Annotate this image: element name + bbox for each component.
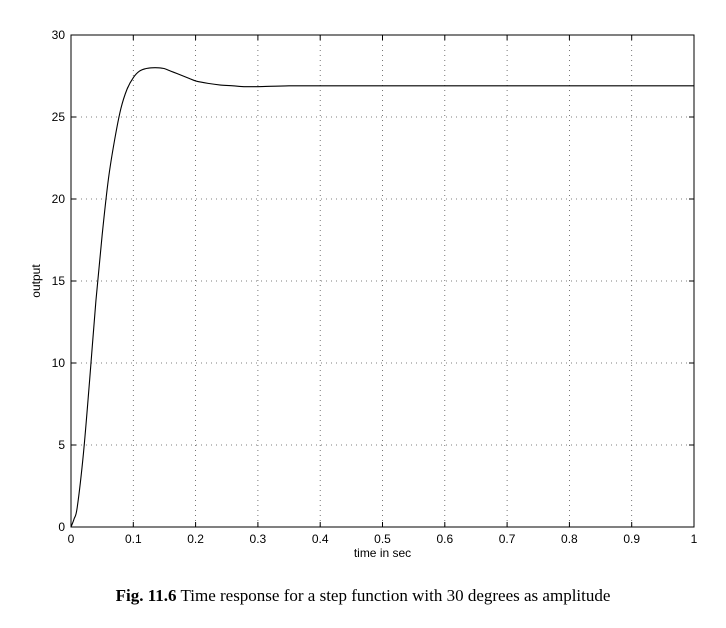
- x-tick-label: 0.1: [125, 532, 142, 546]
- x-tick-label: 0.6: [436, 532, 453, 546]
- x-axis-label: time in sec: [354, 546, 411, 560]
- x-tick-label: 0.9: [623, 532, 640, 546]
- x-tick-label: 0.8: [561, 532, 578, 546]
- y-tick-label: 0: [58, 520, 65, 534]
- y-tick-label: 15: [52, 274, 66, 288]
- figure-caption-text: Time response for a step function with 3…: [176, 586, 611, 605]
- x-tick-label: 0.4: [312, 532, 329, 546]
- y-tick-label: 10: [52, 356, 66, 370]
- y-tick-label: 25: [52, 110, 66, 124]
- y-tick-labels: 0 5 10 15 20 25 30: [52, 28, 66, 534]
- x-tick-label: 1: [691, 532, 698, 546]
- x-tick-labels: 0 0.1 0.2 0.3 0.4 0.5 0.6 0.7 0.8 0.9 1: [68, 532, 698, 546]
- step-response-chart: 0 0.1 0.2 0.3 0.4 0.5 0.6 0.7 0.8 0.9 1 0 5 10 15 20 25…: [29, 28, 698, 560]
- y-tick-label: 30: [52, 28, 66, 42]
- figure-caption: Fig. 11.6 Time response for a step funct…: [0, 586, 726, 606]
- x-tick-label: 0: [68, 532, 75, 546]
- series-line: [70, 67, 694, 528]
- x-tick-label: 0.2: [187, 532, 204, 546]
- y-tick-label: 5: [58, 438, 65, 452]
- y-axis-label: output: [29, 264, 43, 298]
- grid-lines: [71, 35, 694, 527]
- axis-ticks: [70, 34, 695, 528]
- y-tick-label: 20: [52, 192, 66, 206]
- x-tick-label: 0.7: [499, 532, 516, 546]
- x-tick-label: 0.3: [250, 532, 267, 546]
- series-lines: [70, 67, 694, 528]
- figure-number: Fig. 11.6: [115, 586, 177, 605]
- x-tick-label: 0.5: [374, 532, 391, 546]
